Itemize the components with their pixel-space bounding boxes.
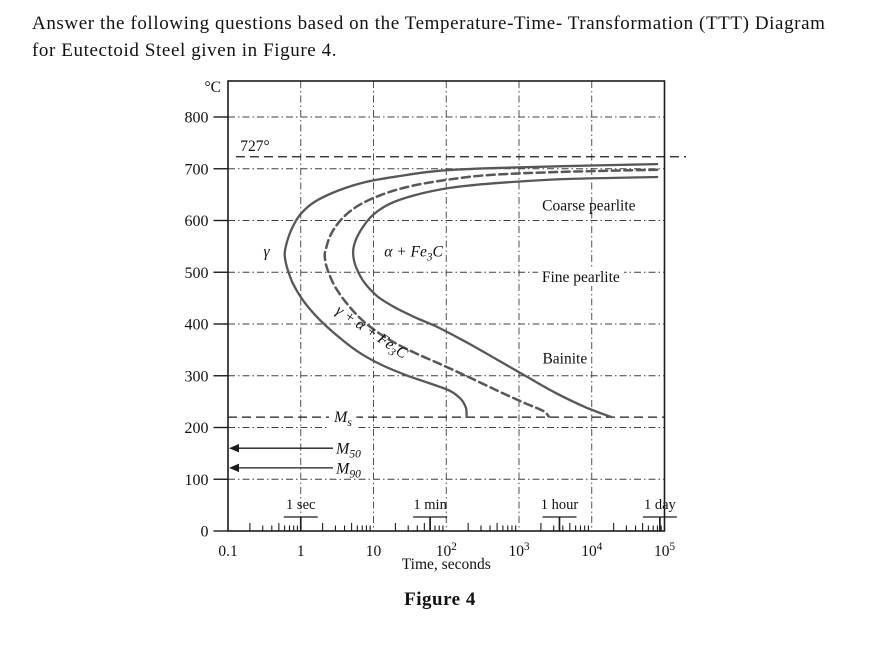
arrow-label: M50 <box>335 441 361 461</box>
y-tick-label: 500 <box>185 265 209 282</box>
y-tick-label: 800 <box>185 110 209 127</box>
x-axis-minor-ticks <box>249 523 662 531</box>
y-axis: 0 100 200 300 400 500 600 700 800 °C <box>185 79 228 541</box>
plot-border <box>227 80 666 532</box>
question-line-2: for Eutectoid Steel given in Figure 4. <box>32 40 338 61</box>
region-label-gamma: γ <box>264 244 271 261</box>
y-tick-label: 300 <box>185 368 209 385</box>
y-tick-label: 400 <box>185 317 209 334</box>
time-marker-1-day: 1 day <box>642 497 677 531</box>
time-marker-1-sec: 1 sec <box>283 497 318 531</box>
time-marker-label: 1 sec <box>286 497 315 513</box>
y-tick-label: 600 <box>185 213 209 230</box>
time-marker-1-hour: 1 hour <box>541 497 579 531</box>
arrow-head-icon <box>229 463 239 473</box>
region-label-gamma-alpha-fe3c: γ + α + Fe3C <box>331 302 411 365</box>
x-tick-label: 1 <box>297 543 305 560</box>
time-marker-label: 1 min <box>413 497 447 513</box>
region-label-fine-pearlite: Fine pearlite <box>542 269 620 286</box>
time-marker-label: 1 hour <box>541 497 579 513</box>
x-tick-label: 105 <box>654 541 676 560</box>
x-axis-labels: 0.1 1 10 102 103 104 105 Time, seconds <box>218 541 675 573</box>
region-label-bainite: Bainite <box>542 351 587 368</box>
y-tick-label: 200 <box>185 420 209 437</box>
label-background <box>329 408 357 431</box>
y-tick-label: 0 <box>201 524 209 541</box>
x-tick-label: 10 <box>366 543 382 560</box>
arrow-label: M90 <box>335 460 361 480</box>
time-marker-1-min: 1 min <box>413 497 448 531</box>
gridlines <box>228 81 665 531</box>
arrow-m90: M90 <box>229 460 361 480</box>
y-tick-label: 700 <box>185 161 209 178</box>
time-marker-label: 1 day <box>644 497 677 513</box>
region-label-coarse-pearlite: Coarse pearlite <box>542 197 636 214</box>
question-text: Answer the following questions based on … <box>32 10 862 64</box>
martensite-start-label: Ms <box>333 409 352 429</box>
x-tick-label: 104 <box>581 541 603 560</box>
label-background <box>537 268 624 286</box>
arrow-head-icon <box>229 444 239 453</box>
y-axis-unit-label: °C <box>204 79 221 96</box>
region-label-alpha-fe3c: α + Fe3C <box>384 244 443 264</box>
eutectoid-temperature-label: 727° <box>240 138 269 155</box>
y-tick-label: 100 <box>185 472 209 489</box>
x-axis-title: Time, seconds <box>402 556 491 573</box>
curve-transformation-finish <box>351 175 659 419</box>
curve-transformation-50pct <box>323 168 659 418</box>
curve-transformation-start <box>283 162 659 419</box>
arrow-m50: M50 <box>229 441 361 461</box>
x-tick-label: 0.1 <box>218 543 237 560</box>
x-tick-label: 102 <box>436 541 457 560</box>
figure-caption: Figure 4 <box>404 589 476 610</box>
x-tick-label: 103 <box>508 541 530 560</box>
question-line-1: Answer the following questions based on … <box>32 13 826 34</box>
